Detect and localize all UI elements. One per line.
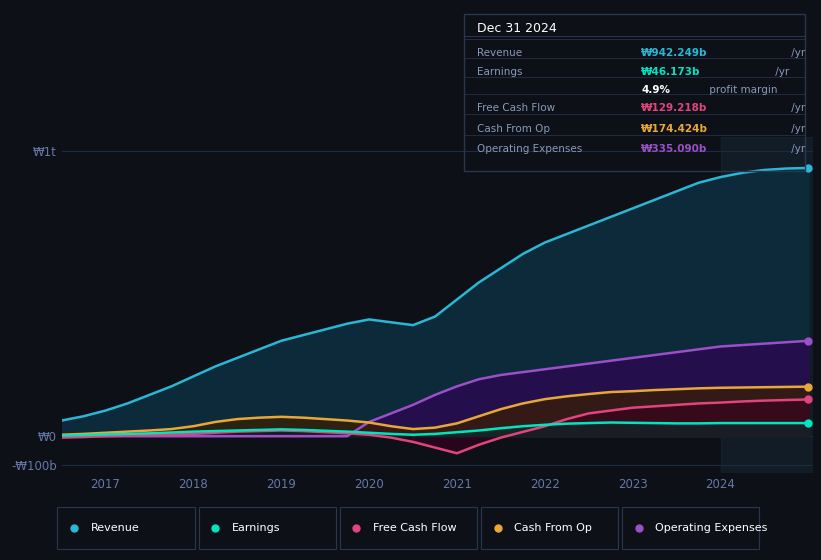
Text: profit margin: profit margin xyxy=(706,85,778,95)
Text: Revenue: Revenue xyxy=(90,523,139,533)
Text: ₩174.424b: ₩174.424b xyxy=(641,124,708,134)
Text: Cash From Op: Cash From Op xyxy=(478,124,551,134)
Text: /yr: /yr xyxy=(788,104,805,113)
Text: Dec 31 2024: Dec 31 2024 xyxy=(478,22,557,35)
Text: /yr: /yr xyxy=(788,124,805,134)
Text: 4.9%: 4.9% xyxy=(641,85,670,95)
Text: Operating Expenses: Operating Expenses xyxy=(655,523,768,533)
Text: Earnings: Earnings xyxy=(478,67,523,77)
Text: ₩335.090b: ₩335.090b xyxy=(641,144,708,154)
Text: /yr: /yr xyxy=(788,144,805,154)
Text: ₩46.173b: ₩46.173b xyxy=(641,67,700,77)
Bar xyxy=(721,137,813,473)
Text: Free Cash Flow: Free Cash Flow xyxy=(478,104,556,113)
Text: Revenue: Revenue xyxy=(478,49,523,58)
Text: ₩942.249b: ₩942.249b xyxy=(641,49,708,58)
Text: Operating Expenses: Operating Expenses xyxy=(478,144,583,154)
Text: Cash From Op: Cash From Op xyxy=(514,523,592,533)
Text: Earnings: Earnings xyxy=(232,523,280,533)
Text: /yr: /yr xyxy=(772,67,789,77)
Text: ₩129.218b: ₩129.218b xyxy=(641,104,708,113)
Text: Free Cash Flow: Free Cash Flow xyxy=(373,523,456,533)
Text: /yr: /yr xyxy=(788,49,805,58)
